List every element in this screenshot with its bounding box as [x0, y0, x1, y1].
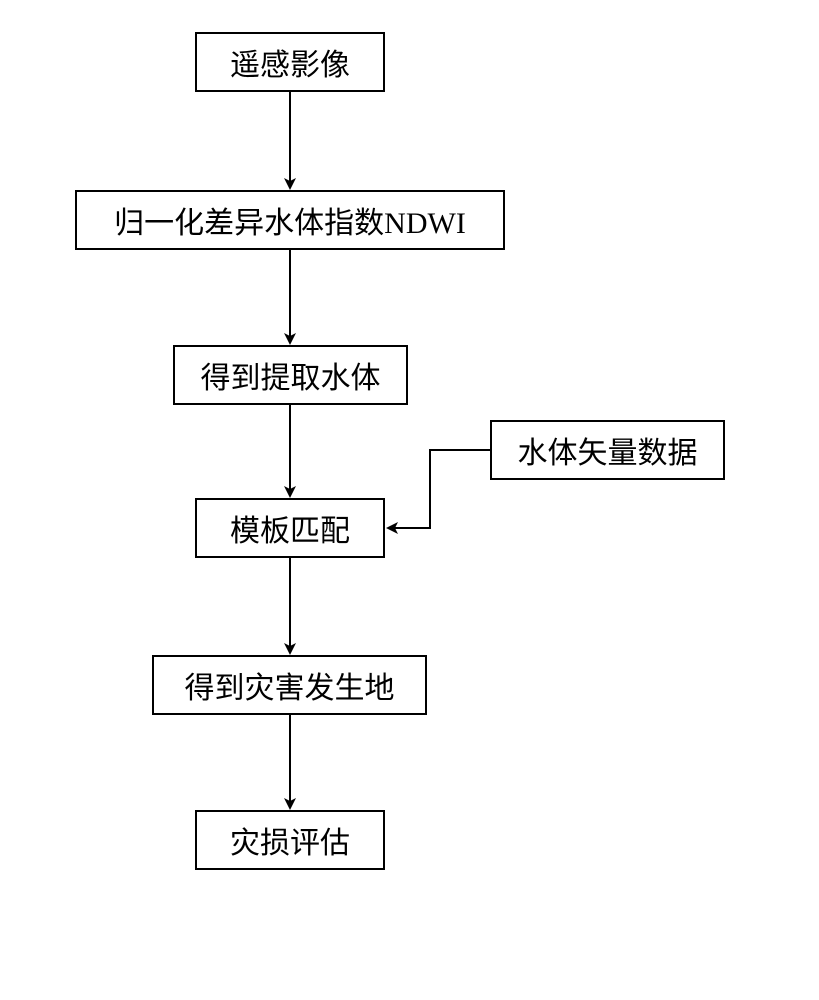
node-remote-sensing: 遥感影像	[195, 32, 385, 92]
node-template-match: 模板匹配	[195, 498, 385, 558]
node-extract-water: 得到提取水体	[173, 345, 408, 405]
edge	[388, 450, 490, 528]
node-ndwi: 归一化差异水体指数NDWI	[75, 190, 505, 250]
node-label: 得到提取水体	[201, 353, 381, 397]
flowchart-canvas: 遥感影像 归一化差异水体指数NDWI 得到提取水体 水体矢量数据 模板匹配 得到…	[0, 0, 819, 1000]
node-label: 模板匹配	[230, 506, 350, 550]
node-label: 遥感影像	[230, 40, 350, 84]
node-damage-assessment: 灾损评估	[195, 810, 385, 870]
node-label: 得到灾害发生地	[185, 663, 395, 707]
node-label: 水体矢量数据	[518, 428, 698, 472]
node-water-vector-data: 水体矢量数据	[490, 420, 725, 480]
edges-layer	[0, 0, 819, 1000]
node-disaster-location: 得到灾害发生地	[152, 655, 427, 715]
node-label: 灾损评估	[230, 818, 350, 862]
node-label: 归一化差异水体指数NDWI	[114, 198, 466, 242]
